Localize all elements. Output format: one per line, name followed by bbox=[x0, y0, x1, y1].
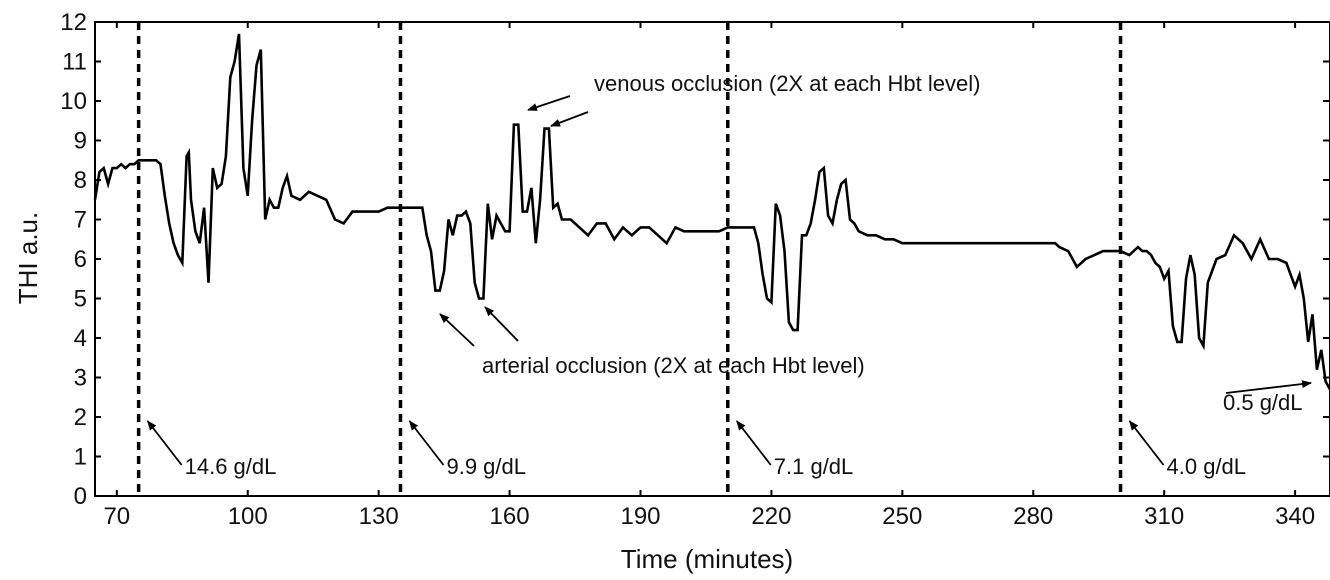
y-axis-label: THI a.u. bbox=[13, 212, 43, 304]
x-tick-label: 70 bbox=[103, 503, 130, 530]
y-tick-label: 0 bbox=[74, 483, 87, 510]
x-tick-label: 220 bbox=[751, 503, 791, 530]
x-tick-label: 130 bbox=[359, 503, 399, 530]
x-axis-ticks: 70 100 130 160 190 220 250 280 310 340 bbox=[103, 22, 1315, 530]
x-tick-label: 190 bbox=[620, 503, 660, 530]
y-tick-label: 2 bbox=[74, 404, 87, 431]
right-edge-ticks bbox=[1323, 21, 1330, 497]
y-tick-label: 9 bbox=[74, 128, 87, 155]
hbt-marker-label: 4.0 g/dL bbox=[1167, 454, 1247, 479]
venous-annotation-text: venous occlusion (2X at each Hbt level) bbox=[594, 71, 980, 96]
final-hbt-text: 0.5 g/dL bbox=[1223, 390, 1303, 415]
x-tick-label: 280 bbox=[1013, 503, 1053, 530]
y-tick-label: 5 bbox=[74, 286, 87, 313]
arterial-arrow-1 bbox=[439, 313, 475, 347]
final-hbt-arrow bbox=[1225, 380, 1312, 394]
y-tick-label: 10 bbox=[60, 88, 87, 115]
hbt-marker-label: 9.9 g/dL bbox=[446, 454, 526, 479]
annotations: venous occlusion (2X at each Hbt level) … bbox=[439, 71, 1312, 415]
hbt-marker-lines bbox=[136, 22, 1123, 496]
y-tick-label: 7 bbox=[74, 207, 87, 234]
hbt-marker-arrow bbox=[736, 420, 772, 466]
x-tick-label: 250 bbox=[882, 503, 922, 530]
hbt-marker-arrow bbox=[1128, 420, 1165, 466]
y-tick-label: 3 bbox=[74, 365, 87, 392]
y-tick-label: 12 bbox=[60, 9, 87, 36]
x-tick-label: 310 bbox=[1144, 503, 1184, 530]
venous-arrow-2 bbox=[550, 111, 589, 127]
hbt-marker-label: 14.6 g/dL bbox=[185, 454, 277, 479]
venous-arrow-1 bbox=[527, 95, 571, 111]
y-tick-label: 8 bbox=[74, 167, 87, 194]
x-tick-label: 160 bbox=[490, 503, 530, 530]
x-tick-label: 100 bbox=[228, 503, 268, 530]
y-tick-label: 1 bbox=[74, 444, 87, 471]
hbt-marker-arrow bbox=[146, 420, 183, 466]
thi-series-line bbox=[93, 33, 1330, 391]
arterial-arrow-2 bbox=[484, 306, 519, 342]
hbt-level-labels: 14.6 g/dL 9.9 g/dL 7.1 g/dL 4.0 g/dL bbox=[146, 420, 1247, 479]
y-tick-label: 11 bbox=[62, 49, 87, 76]
arterial-annotation-text: arterial occlusion (2X at each Hbt level… bbox=[482, 353, 865, 378]
hbt-marker-arrow bbox=[408, 420, 445, 466]
x-tick-label: 340 bbox=[1275, 503, 1315, 530]
x-axis-label: Time (minutes) bbox=[621, 544, 793, 574]
y-tick-label: 6 bbox=[74, 246, 87, 273]
y-tick-label: 4 bbox=[74, 325, 87, 352]
hbt-marker-label: 7.1 g/dL bbox=[774, 454, 854, 479]
